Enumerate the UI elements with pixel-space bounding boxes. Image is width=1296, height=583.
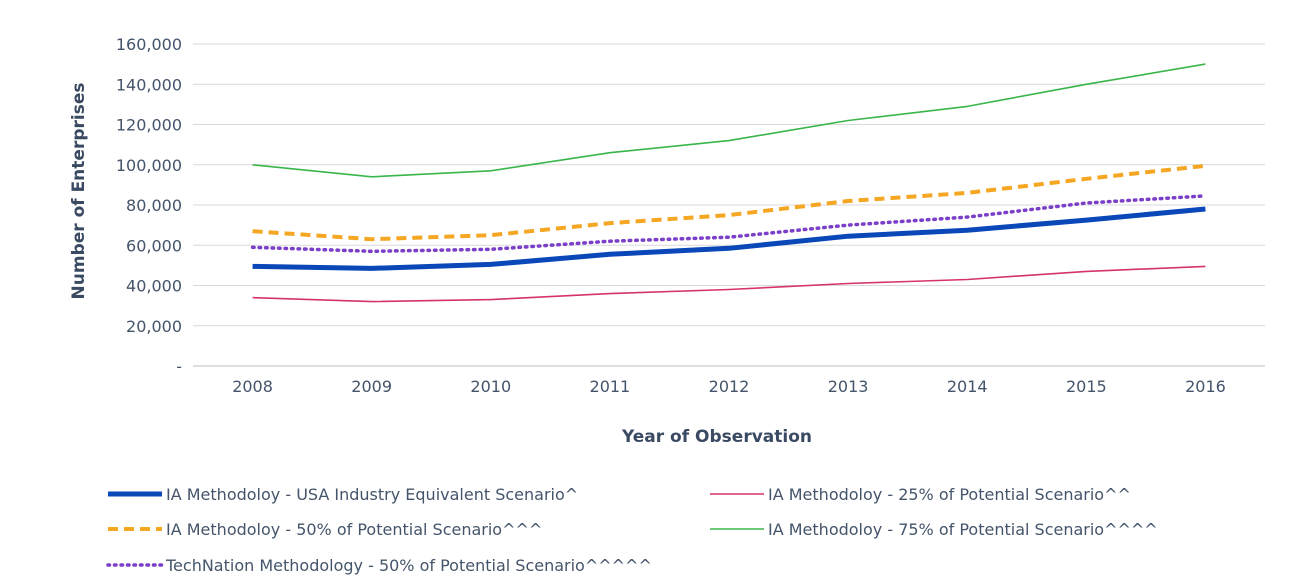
x-axis-title: Year of Observation — [621, 427, 812, 447]
series-lines — [250, 63, 1208, 303]
y-tick-label: 40,000 — [126, 277, 182, 296]
legend-label: IA Methodoloy - 75% of Potential Scenari… — [768, 520, 1158, 539]
x-tick-label: 2013 — [828, 377, 869, 396]
y-tick-label: 80,000 — [126, 196, 182, 215]
legend-label: TechNation Methodology - 50% of Potentia… — [165, 556, 652, 575]
legend-label: IA Methodoloy - 50% of Potential Scenari… — [166, 520, 542, 539]
series-line — [252, 265, 1206, 303]
series-line — [250, 194, 1208, 254]
y-tick-label: - — [176, 357, 182, 376]
series-line — [252, 63, 1206, 178]
gridlines — [193, 43, 1265, 367]
y-tick-label: 160,000 — [116, 35, 182, 54]
x-tick-label: 2009 — [351, 377, 392, 396]
x-axis-ticks: 2008 2009 2010 2011 2012 2013 2014 2015 2016 — [232, 377, 1226, 396]
y-tick-label: 20,000 — [126, 317, 182, 336]
y-axis-title: Number of Enterprises — [69, 83, 89, 300]
x-tick-label: 2015 — [1066, 377, 1107, 396]
y-tick-label: 60,000 — [126, 236, 182, 255]
series-line — [252, 206, 1206, 271]
y-tick-label: 140,000 — [116, 75, 182, 94]
x-tick-label: 2016 — [1185, 377, 1226, 396]
legend: IA Methodoloy - USA Industry Equivalent … — [106, 485, 1158, 575]
x-tick-label: 2014 — [947, 377, 988, 396]
x-tick-label: 2011 — [590, 377, 631, 396]
x-tick-label: 2010 — [470, 377, 511, 396]
legend-label: IA Methodoloy - 25% of Potential Scenari… — [768, 485, 1131, 504]
y-tick-label: 100,000 — [116, 156, 182, 175]
y-axis-ticks: - 20,000 40,000 60,000 80,000 100,000 120,000 1… — [116, 35, 182, 376]
x-tick-label: 2012 — [709, 377, 750, 396]
y-tick-label: 120,000 — [116, 116, 182, 135]
legend-label: IA Methodoloy - USA Industry Equivalent … — [166, 485, 578, 504]
series-line — [252, 163, 1206, 242]
x-tick-label: 2008 — [232, 377, 273, 396]
